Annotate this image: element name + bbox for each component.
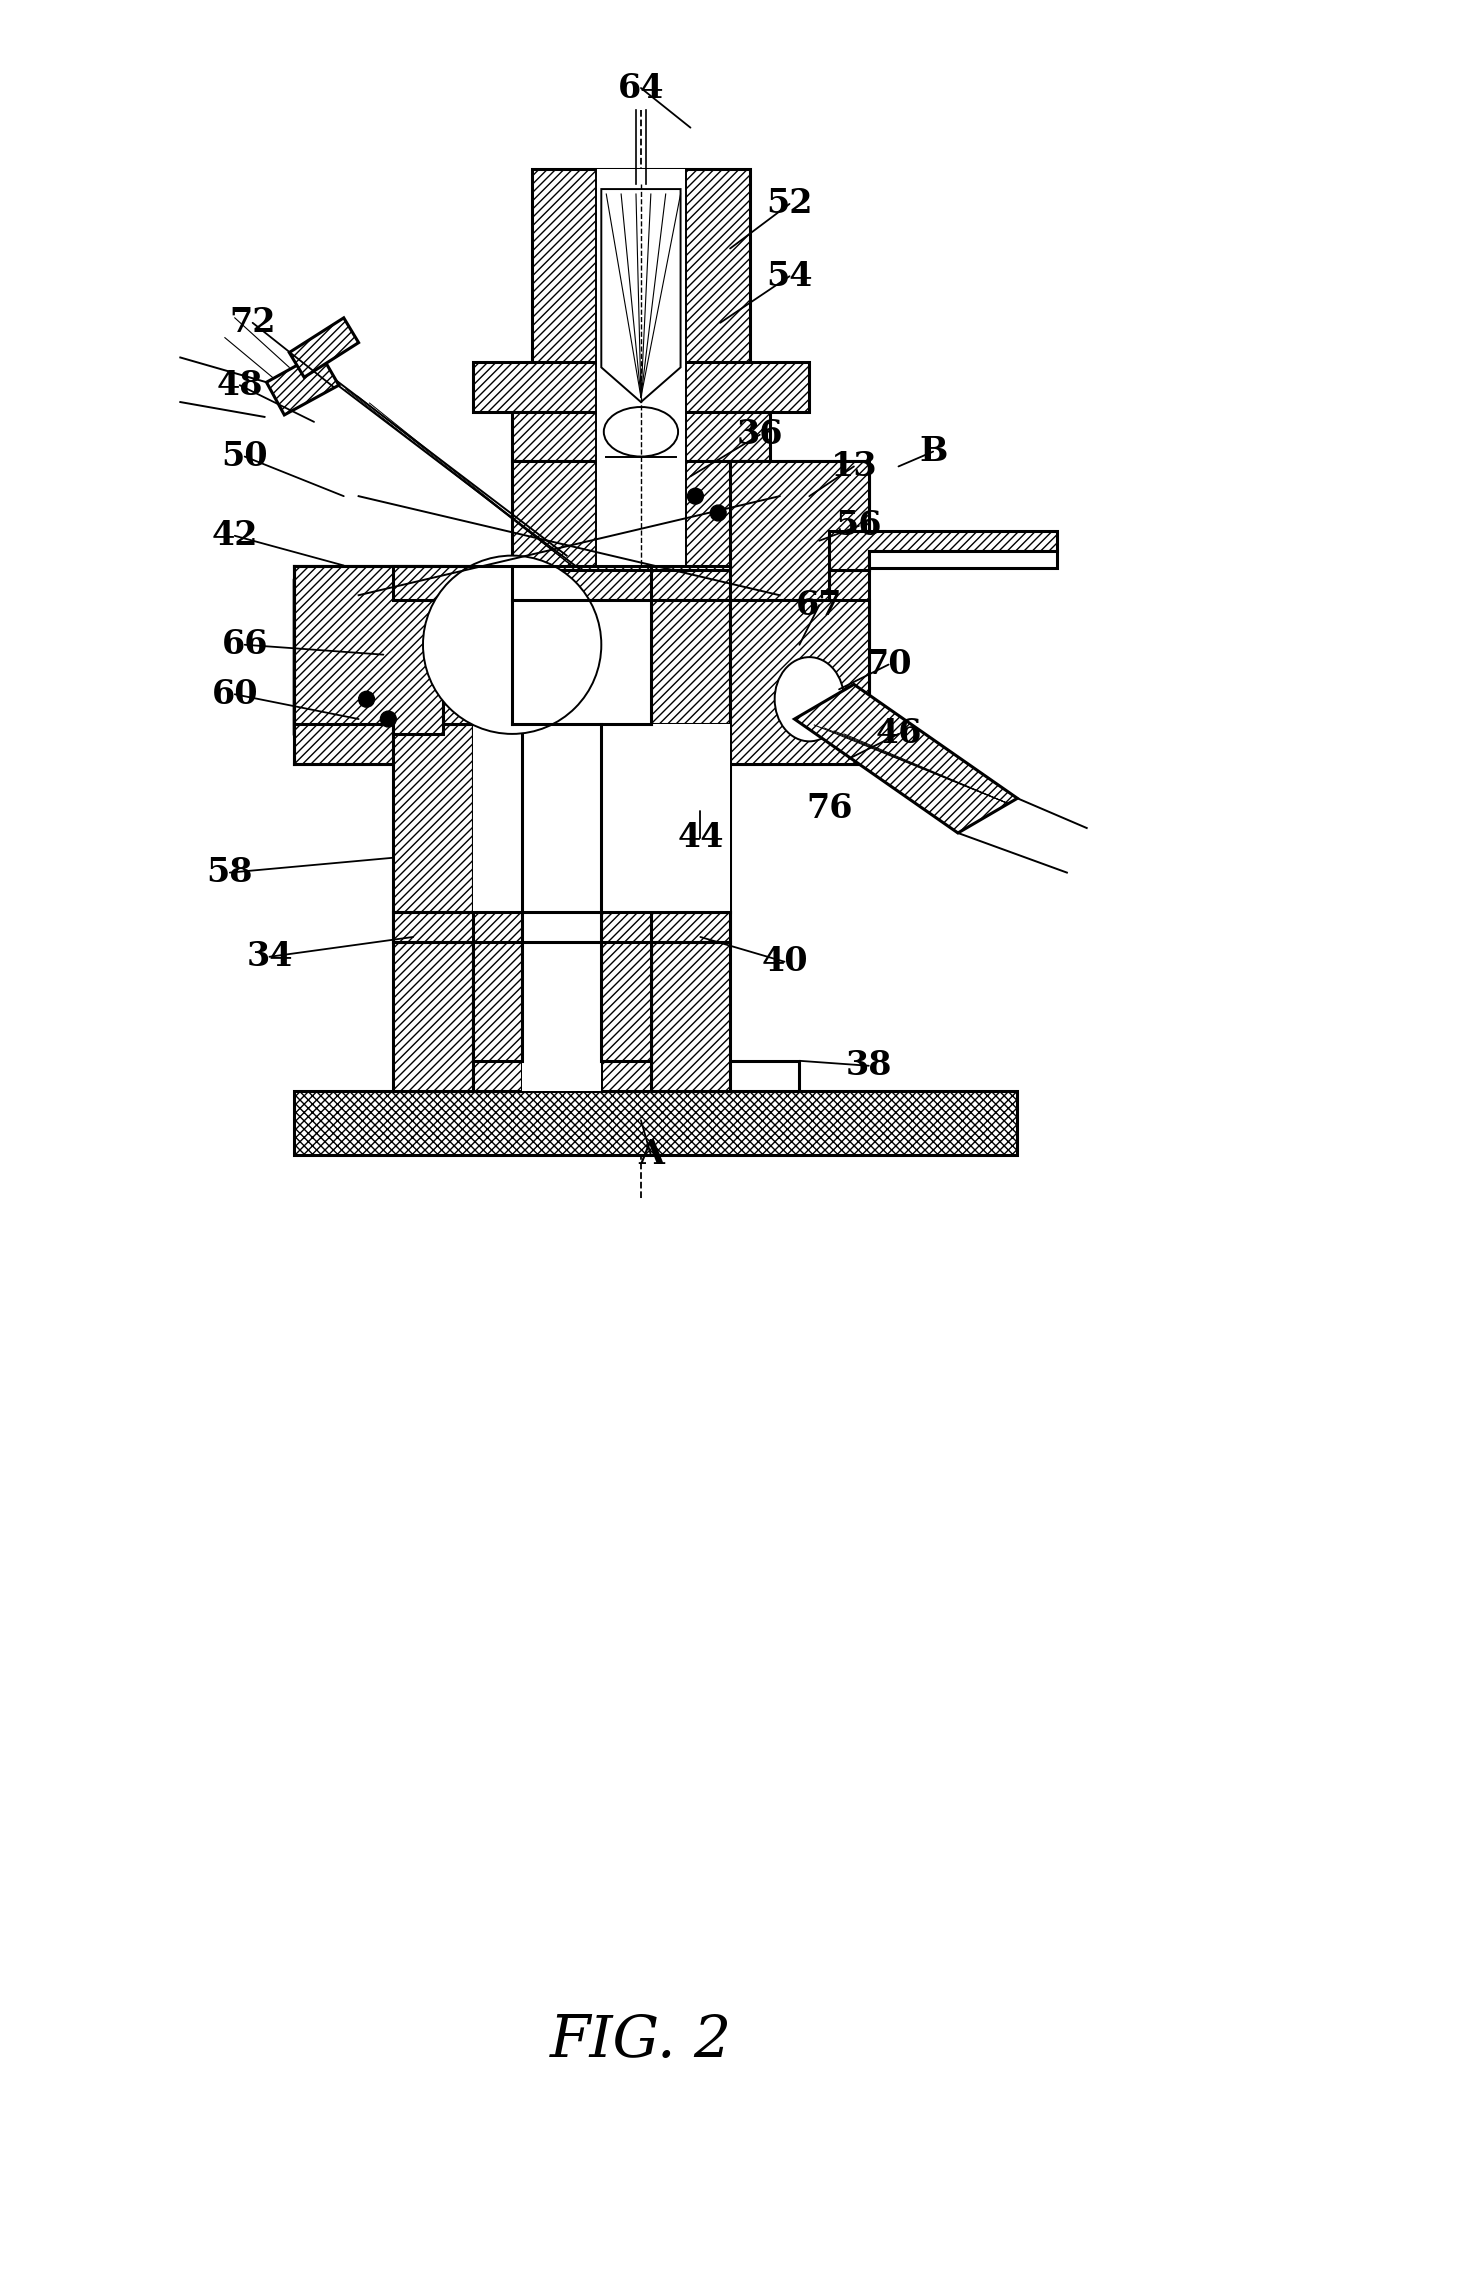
Text: 50: 50 (222, 440, 268, 472)
Text: 60: 60 (212, 679, 258, 711)
Text: 56: 56 (836, 509, 882, 543)
Bar (601, 725, 651, 922)
Bar (295, 1091, 1017, 1156)
Bar (472, 725, 522, 922)
Bar (522, 942, 601, 1091)
Polygon shape (266, 353, 339, 415)
Bar (394, 566, 829, 601)
Bar (596, 170, 685, 566)
Polygon shape (730, 461, 869, 601)
Circle shape (710, 504, 727, 521)
Text: 67: 67 (796, 589, 842, 621)
Text: 66: 66 (222, 628, 268, 660)
Polygon shape (295, 580, 453, 734)
Bar (651, 601, 730, 725)
Text: 70: 70 (866, 649, 912, 681)
Bar (601, 725, 651, 1062)
Polygon shape (829, 532, 1057, 571)
Bar (700, 1062, 799, 1091)
Polygon shape (289, 319, 358, 378)
Text: FIG. 2: FIG. 2 (551, 2013, 733, 2071)
Circle shape (688, 488, 703, 504)
Text: 76: 76 (807, 791, 852, 825)
Ellipse shape (774, 658, 844, 741)
Polygon shape (295, 566, 443, 734)
Ellipse shape (604, 406, 678, 456)
Text: 42: 42 (212, 518, 258, 553)
Text: 64: 64 (617, 71, 665, 105)
Bar (394, 913, 730, 942)
Text: 38: 38 (845, 1050, 892, 1082)
Text: 36: 36 (737, 417, 783, 452)
Text: 58: 58 (207, 855, 253, 890)
Bar (472, 362, 810, 413)
Bar (394, 725, 472, 1091)
Polygon shape (730, 601, 869, 764)
Circle shape (358, 690, 374, 706)
Bar (522, 725, 601, 1062)
Bar (443, 601, 512, 725)
Text: 34: 34 (246, 940, 293, 972)
Text: 46: 46 (875, 718, 922, 750)
Text: 40: 40 (761, 945, 808, 979)
Bar (601, 942, 651, 1091)
Bar (522, 725, 601, 913)
Text: 44: 44 (678, 821, 724, 855)
Bar (472, 725, 522, 1062)
Bar (869, 550, 1057, 569)
Polygon shape (295, 461, 869, 764)
Bar (512, 601, 651, 725)
Bar (472, 942, 522, 1091)
Bar (423, 1062, 522, 1091)
Circle shape (380, 711, 397, 727)
Text: B: B (919, 436, 947, 468)
Text: 54: 54 (767, 259, 813, 294)
Text: 48: 48 (216, 369, 263, 401)
Bar (472, 725, 730, 913)
Polygon shape (601, 188, 681, 401)
Bar (512, 461, 770, 571)
Bar (651, 725, 730, 1091)
Bar (512, 413, 770, 461)
Polygon shape (795, 683, 1017, 832)
Text: 13: 13 (830, 449, 878, 484)
Text: 52: 52 (767, 188, 813, 220)
Text: A: A (638, 1137, 665, 1172)
Ellipse shape (423, 555, 601, 734)
Text: 72: 72 (229, 307, 275, 339)
Bar (531, 170, 750, 367)
Bar (522, 725, 601, 853)
